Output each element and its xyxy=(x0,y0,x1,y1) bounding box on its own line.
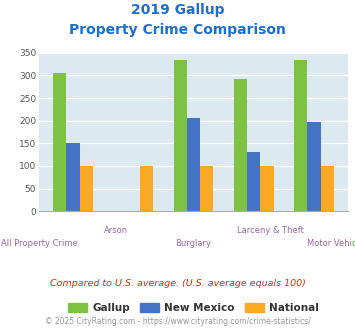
Text: Motor Vehicle Theft: Motor Vehicle Theft xyxy=(307,239,355,248)
Bar xyxy=(187,117,200,211)
Text: Property Crime Comparison: Property Crime Comparison xyxy=(69,23,286,37)
Bar xyxy=(200,166,213,211)
Text: © 2025 CityRating.com - https://www.cityrating.com/crime-statistics/: © 2025 CityRating.com - https://www.city… xyxy=(45,317,310,326)
Bar xyxy=(66,143,80,211)
Legend: Gallup, New Mexico, National: Gallup, New Mexico, National xyxy=(64,299,323,317)
Text: Larceny & Theft: Larceny & Theft xyxy=(237,226,304,235)
Bar xyxy=(53,73,66,211)
Bar xyxy=(140,166,153,211)
Text: Compared to U.S. average. (U.S. average equals 100): Compared to U.S. average. (U.S. average … xyxy=(50,279,305,288)
Text: All Property Crime: All Property Crime xyxy=(1,239,77,248)
Text: Burglary: Burglary xyxy=(175,239,212,248)
Bar xyxy=(294,60,307,211)
Bar xyxy=(307,122,321,211)
Text: Arson: Arson xyxy=(104,226,128,235)
Bar xyxy=(321,166,334,211)
Text: 2019 Gallup: 2019 Gallup xyxy=(131,3,224,17)
Bar xyxy=(80,166,93,211)
Bar xyxy=(260,166,274,211)
Bar xyxy=(234,79,247,211)
Bar xyxy=(174,60,187,211)
Bar xyxy=(247,152,260,211)
